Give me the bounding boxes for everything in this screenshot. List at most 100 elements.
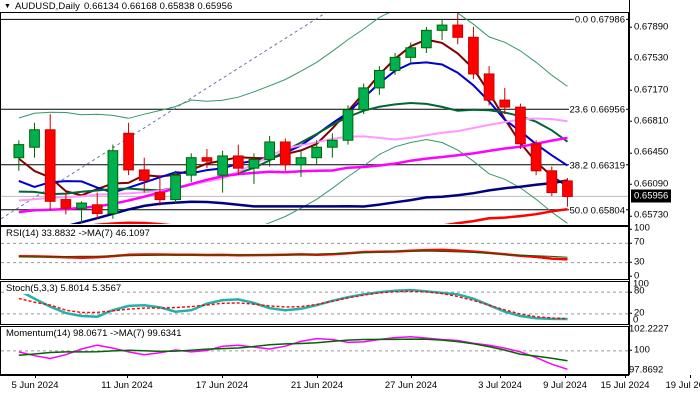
date-label: 3 Jul 2024 (478, 380, 522, 391)
candle-body (374, 69, 385, 89)
ohlc-values: 0.66134 0.66168 0.65838 0.65956 (84, 0, 233, 12)
candlestick (499, 87, 511, 115)
candlestick (279, 138, 291, 171)
date-label: 11 Jun 2024 (101, 380, 153, 391)
caret-down-icon[interactable]: ▼ (4, 2, 11, 10)
candlestick (76, 201, 87, 224)
candle-body (468, 36, 479, 75)
candlestick (232, 144, 244, 176)
candle-body (295, 157, 307, 166)
date-tick (317, 375, 318, 378)
candlestick (138, 157, 150, 193)
fib-label-50.0: 50.0 0.65804 (568, 205, 626, 217)
candle-body (185, 157, 197, 176)
price-tick: 0.67170 (629, 85, 668, 96)
date-label: 19 Jul 2024 (665, 380, 700, 391)
candlestick (530, 140, 542, 176)
momentum-tick: 97.8692 (629, 364, 664, 376)
trend-line (1, 12, 328, 220)
date-tick (500, 375, 501, 378)
stochastic-axis-spine (629, 281, 630, 326)
fib-label-0.0: 0.0 0.67986 (573, 14, 626, 26)
envelope-lower-band (265, 138, 568, 224)
candlestick (546, 166, 558, 197)
candlestick (405, 42, 417, 64)
date-tick (411, 375, 412, 378)
candle-body (123, 132, 134, 171)
candlestick (264, 135, 275, 167)
candle-body (44, 129, 56, 202)
candlestick (60, 192, 72, 215)
rsi-plot (1, 227, 628, 279)
date-label: 17 Jun 2024 (195, 380, 249, 391)
price-axis[interactable]: 0.67890 0.67530 0.67170 0.66810 0.66450 0.660… (629, 0, 700, 226)
candlestick (154, 175, 166, 206)
date-tick (625, 375, 626, 378)
candle-body (499, 99, 511, 108)
candle-body (405, 47, 417, 58)
candlestick (358, 83, 370, 115)
stochastic-label: Stoch(5,3,3) 5.8014 5.3567 (5, 283, 123, 294)
candle-body (436, 24, 448, 31)
rsi-axis[interactable]: 100 70 30 0 (629, 223, 700, 281)
candlestick (342, 105, 354, 145)
candlestick (389, 53, 401, 75)
rsi-ma-line (18, 250, 568, 258)
candlestick (29, 122, 40, 158)
momentum-line (18, 335, 568, 371)
date-axis[interactable]: 5 Jun 2024 11 Jun 2024 17 Jun 2024 21 Jun 2… (0, 375, 700, 400)
candle-body (452, 24, 464, 38)
rsi-chart-svg (1, 242, 628, 264)
rsi-tick: 70 (629, 238, 645, 249)
price-axis-spine (629, 0, 630, 226)
rsi-label: RSI(14) 33.8832 ->MA(7) 46.1097 (5, 228, 151, 239)
fib-label-38.2: 38.2 0.66319 (568, 160, 626, 172)
candlestick (201, 148, 213, 169)
candlestick (217, 150, 228, 193)
price-panel[interactable]: 0.0 0.67986 23.6 0.66956 38.2 0.66319 50.0 … (0, 12, 629, 226)
price-tick: 0.66450 (629, 148, 668, 159)
candle-body (91, 204, 103, 215)
current-price-tag: 0.65956 (631, 189, 672, 203)
momentum-ma-line (18, 338, 568, 362)
momentum-chart-svg (1, 335, 628, 371)
candle-body (13, 144, 25, 159)
symbol-label: AUDUSD,Daily (14, 0, 81, 12)
rsi-tick: 100 (629, 223, 650, 235)
candle-body (515, 106, 526, 145)
date-tick (222, 375, 223, 378)
candle-body (60, 199, 72, 209)
chart-header: ▼ AUDUSD,Daily 0.66134 0.66168 0.65838 0… (0, 0, 628, 13)
candlestick (421, 26, 432, 54)
momentum-panel[interactable]: Momentum(14) 98.0671 ->MA(7) 99.6341 (0, 326, 629, 375)
candlestick (515, 103, 526, 149)
date-tick (127, 375, 128, 378)
candle-body (326, 139, 338, 148)
envelope-upper-band (18, 12, 568, 119)
candlestick (468, 26, 479, 80)
candlestick (311, 140, 323, 165)
candlestick (452, 13, 464, 45)
candle-body (562, 180, 573, 197)
candle-body (107, 150, 119, 215)
stochastic-axis[interactable]: 100 80 20 0 (629, 279, 700, 326)
stoch-tick: 0 (633, 314, 639, 326)
candlestick (374, 66, 385, 95)
momentum-axis[interactable]: 102.2227 100 97.8692 (629, 324, 700, 376)
stoch-tick: 20 (629, 308, 645, 320)
price-chart-svg (1, 12, 628, 224)
date-label: 27 Jun 2024 (384, 380, 438, 391)
momentum-plot (1, 327, 628, 374)
candle-body (264, 141, 275, 160)
candle-body (76, 202, 87, 209)
candlestick (295, 150, 307, 177)
ma-red-slow (93, 207, 568, 224)
candlestick (248, 153, 260, 184)
candlestick (91, 192, 103, 219)
rsi-tick: 30 (629, 257, 645, 268)
candlestick (185, 153, 197, 183)
stochastic-k-line (18, 288, 568, 321)
rsi-panel[interactable]: RSI(14) 33.8832 ->MA(7) 46.1097 (0, 226, 629, 280)
stochastic-panel[interactable]: Stoch(5,3,3) 5.8014 5.3567 (0, 281, 629, 325)
date-tick (565, 375, 566, 378)
